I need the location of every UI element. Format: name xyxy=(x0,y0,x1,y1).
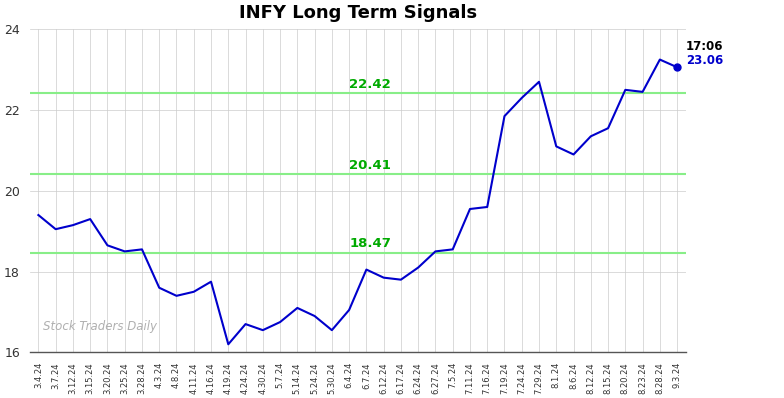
Text: 22.42: 22.42 xyxy=(349,78,391,91)
Text: 20.41: 20.41 xyxy=(349,159,391,172)
Text: 17:06: 17:06 xyxy=(686,40,724,53)
Title: INFY Long Term Signals: INFY Long Term Signals xyxy=(238,4,477,22)
Text: 18.47: 18.47 xyxy=(349,237,391,250)
Text: 23.06: 23.06 xyxy=(686,54,723,67)
Text: Stock Traders Daily: Stock Traders Daily xyxy=(43,320,157,333)
